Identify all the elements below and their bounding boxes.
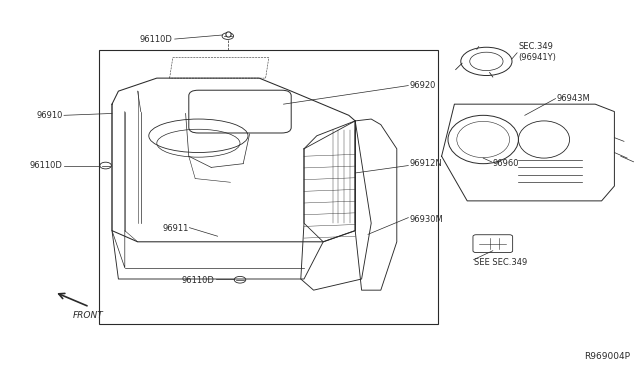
Text: 96110D: 96110D	[30, 161, 63, 170]
Text: 96943M: 96943M	[557, 94, 591, 103]
Text: 96960: 96960	[493, 159, 519, 168]
Text: SEC.349
(96941Y): SEC.349 (96941Y)	[518, 42, 556, 62]
Text: 96930M: 96930M	[410, 215, 444, 224]
Text: 96910: 96910	[36, 111, 63, 120]
Text: 96912N: 96912N	[410, 159, 442, 168]
Text: R969004P: R969004P	[584, 352, 630, 361]
Text: SEE SEC.349: SEE SEC.349	[474, 258, 527, 267]
Text: 96911: 96911	[163, 224, 189, 233]
Text: FRONT: FRONT	[72, 311, 103, 320]
Text: 96110D: 96110D	[140, 35, 173, 44]
Text: 96920: 96920	[410, 81, 436, 90]
Text: 96110D: 96110D	[182, 276, 214, 285]
Bar	[99, 50, 438, 324]
